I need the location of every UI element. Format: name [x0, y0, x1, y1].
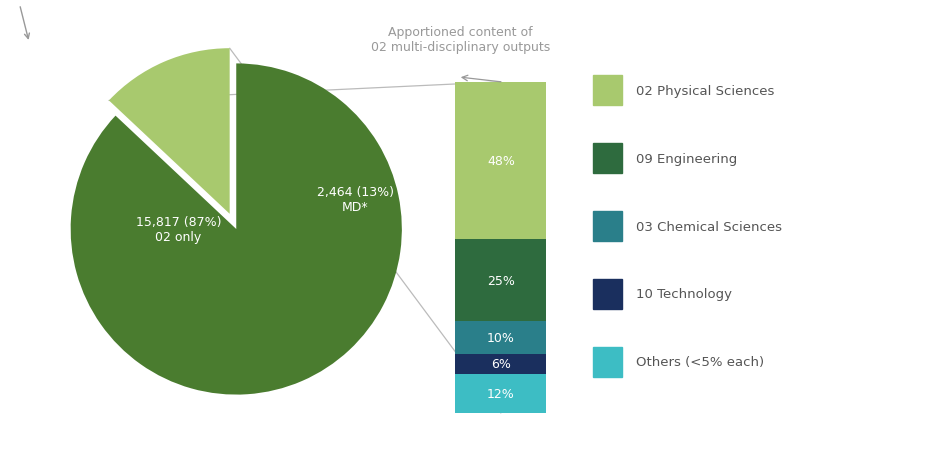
- Text: 2,464 (13%)
MD*: 2,464 (13%) MD*: [316, 186, 394, 214]
- Text: Whole outputs with
02 content: 18,281: Whole outputs with 02 content: 18,281: [0, 0, 76, 39]
- Bar: [455, 321, 546, 354]
- Text: 15,817 (87%)
02 only: 15,817 (87%) 02 only: [135, 216, 221, 243]
- Bar: [455, 354, 546, 374]
- Text: 10 Technology: 10 Technology: [635, 288, 732, 301]
- Bar: [593, 347, 621, 377]
- Text: Others (<5% each): Others (<5% each): [635, 356, 764, 369]
- Bar: [455, 240, 546, 321]
- Text: 48%: 48%: [486, 155, 514, 168]
- Wedge shape: [71, 64, 401, 395]
- Bar: [455, 374, 546, 413]
- Text: 12%: 12%: [486, 387, 514, 400]
- Text: 6%: 6%: [490, 358, 511, 370]
- Text: 09 Engineering: 09 Engineering: [635, 152, 736, 165]
- Bar: [593, 144, 621, 174]
- Text: 02 Physical Sciences: 02 Physical Sciences: [635, 84, 774, 98]
- Text: Apportioned content of
02 multi-disciplinary outputs: Apportioned content of 02 multi-discipli…: [371, 26, 549, 53]
- Text: 25%: 25%: [486, 274, 514, 287]
- Bar: [455, 83, 546, 240]
- Bar: [593, 212, 621, 241]
- Bar: [593, 279, 621, 309]
- Bar: [593, 76, 621, 106]
- Text: 03 Chemical Sciences: 03 Chemical Sciences: [635, 220, 782, 233]
- Text: 10%: 10%: [486, 331, 514, 344]
- Wedge shape: [109, 49, 229, 214]
